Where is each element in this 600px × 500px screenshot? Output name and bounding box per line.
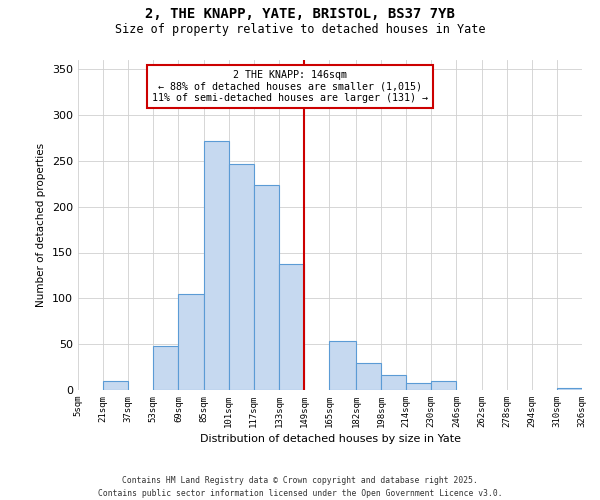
Bar: [356, 362, 381, 390]
Bar: [406, 382, 431, 390]
Text: Size of property relative to detached houses in Yate: Size of property relative to detached ho…: [115, 22, 485, 36]
X-axis label: Distribution of detached houses by size in Yate: Distribution of detached houses by size …: [199, 434, 461, 444]
Y-axis label: Number of detached properties: Number of detached properties: [37, 143, 46, 307]
Bar: [279, 264, 304, 390]
Text: Contains HM Land Registry data © Crown copyright and database right 2025.
Contai: Contains HM Land Registry data © Crown c…: [98, 476, 502, 498]
Text: 2, THE KNAPP, YATE, BRISTOL, BS37 7YB: 2, THE KNAPP, YATE, BRISTOL, BS37 7YB: [145, 8, 455, 22]
Bar: [103, 381, 128, 390]
Bar: [381, 376, 406, 390]
Bar: [254, 184, 279, 390]
Bar: [178, 294, 203, 390]
Bar: [329, 342, 356, 390]
Bar: [229, 164, 254, 390]
Bar: [557, 388, 582, 390]
Bar: [203, 140, 229, 390]
Bar: [431, 381, 457, 390]
Bar: [154, 346, 178, 390]
Text: 2 THE KNAPP: 146sqm
← 88% of detached houses are smaller (1,015)
11% of semi-det: 2 THE KNAPP: 146sqm ← 88% of detached ho…: [152, 70, 428, 103]
